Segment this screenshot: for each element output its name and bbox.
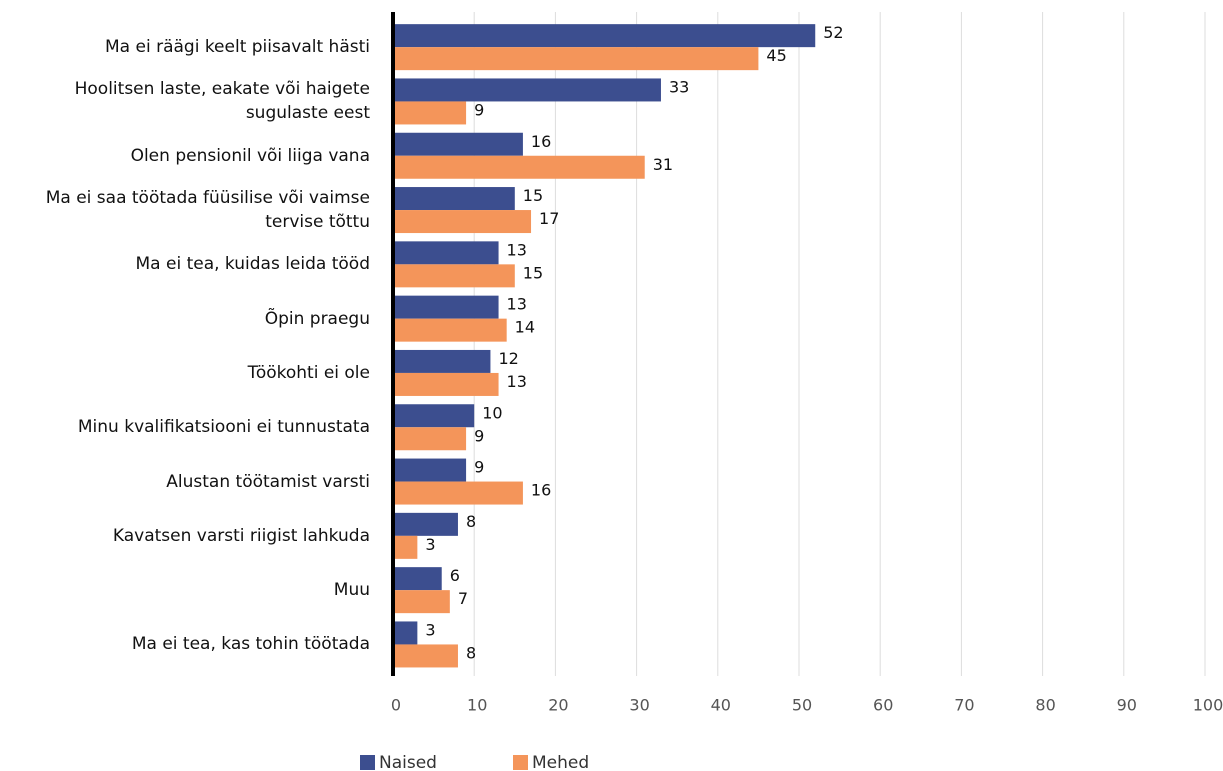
value-label: 6 — [450, 566, 460, 585]
category-label: Hoolitsen laste, eakate või haigete sugu… — [74, 79, 370, 124]
category-label: Ma ei räägi keelt piisavalt hästi — [105, 37, 370, 58]
x-tick-label: 30 — [629, 696, 649, 715]
bar — [393, 295, 499, 319]
bar — [393, 187, 515, 211]
value-label: 17 — [539, 209, 559, 228]
bar — [393, 427, 467, 451]
x-tick-label: 0 — [391, 696, 401, 715]
bar — [393, 349, 491, 373]
value-label: 10 — [482, 403, 502, 422]
value-label: 52 — [823, 23, 843, 42]
x-tick-label: 80 — [1035, 696, 1055, 715]
category-label: Õpin praegu — [264, 308, 370, 329]
legend-label: Mehed — [532, 753, 589, 771]
value-label: 9 — [474, 426, 484, 445]
value-label: 9 — [474, 100, 484, 119]
bar — [393, 644, 458, 668]
value-label: 33 — [669, 77, 689, 96]
bar — [393, 241, 499, 265]
bar — [393, 372, 499, 396]
x-tick-label: 50 — [792, 696, 812, 715]
bar — [393, 24, 816, 48]
bar — [393, 132, 523, 156]
value-label: 16 — [531, 481, 551, 500]
category-label: Minu kvalifikatsiooni ei tunnustata — [77, 417, 370, 438]
category-label: Töökohti ei ole — [247, 362, 370, 383]
value-label: 13 — [507, 240, 527, 259]
bar — [393, 481, 523, 505]
value-label: 8 — [466, 512, 476, 531]
bar — [393, 264, 515, 288]
x-tick-label: 100 — [1193, 696, 1223, 715]
bar — [393, 78, 661, 102]
value-label: 45 — [766, 46, 786, 65]
bar — [393, 210, 532, 234]
category-label: Olen pensionil või liiga vana — [130, 145, 370, 166]
category-label: Alustan töötamist varsti — [166, 471, 370, 492]
x-tick-label: 60 — [873, 696, 893, 715]
value-label: 3 — [425, 535, 435, 554]
bar — [393, 404, 475, 428]
category-label: Ma ei tea, kuidas leida tööd — [135, 254, 371, 275]
value-label: 15 — [523, 263, 543, 282]
bar — [393, 621, 418, 645]
category-label: Muu — [333, 580, 370, 601]
bar — [393, 318, 507, 342]
x-tick-label: 40 — [711, 696, 731, 715]
bar — [393, 47, 759, 71]
value-label: 13 — [507, 295, 527, 314]
category-label: Kavatsen varsti riigist lahkuda — [112, 525, 370, 546]
value-label: 15 — [523, 186, 543, 205]
value-label: 3 — [425, 620, 435, 639]
bar — [393, 155, 645, 179]
bar — [393, 535, 418, 559]
value-label: 9 — [474, 458, 484, 477]
bar — [393, 590, 450, 614]
bar — [393, 458, 467, 482]
value-label: 8 — [466, 643, 476, 662]
bar — [393, 512, 458, 536]
legend-label: Naised — [379, 753, 437, 771]
value-label: 7 — [458, 589, 468, 608]
value-label: 14 — [515, 318, 535, 337]
category-label: Ma ei saa töötada füüsilise või vaimse t… — [45, 188, 370, 233]
category-label: Ma ei tea, kas tohin töötada — [131, 634, 370, 655]
x-tick-label: 10 — [467, 696, 487, 715]
x-tick-label: 70 — [954, 696, 974, 715]
bar — [393, 101, 467, 125]
value-label: 12 — [498, 349, 518, 368]
bar — [393, 567, 442, 591]
x-tick-label: 90 — [1117, 696, 1137, 715]
value-label: 31 — [653, 155, 673, 174]
x-tick-label: 20 — [548, 696, 568, 715]
value-label: 16 — [531, 132, 551, 151]
value-label: 13 — [507, 372, 527, 391]
legend-swatch — [360, 755, 375, 770]
legend-swatch — [513, 755, 528, 770]
